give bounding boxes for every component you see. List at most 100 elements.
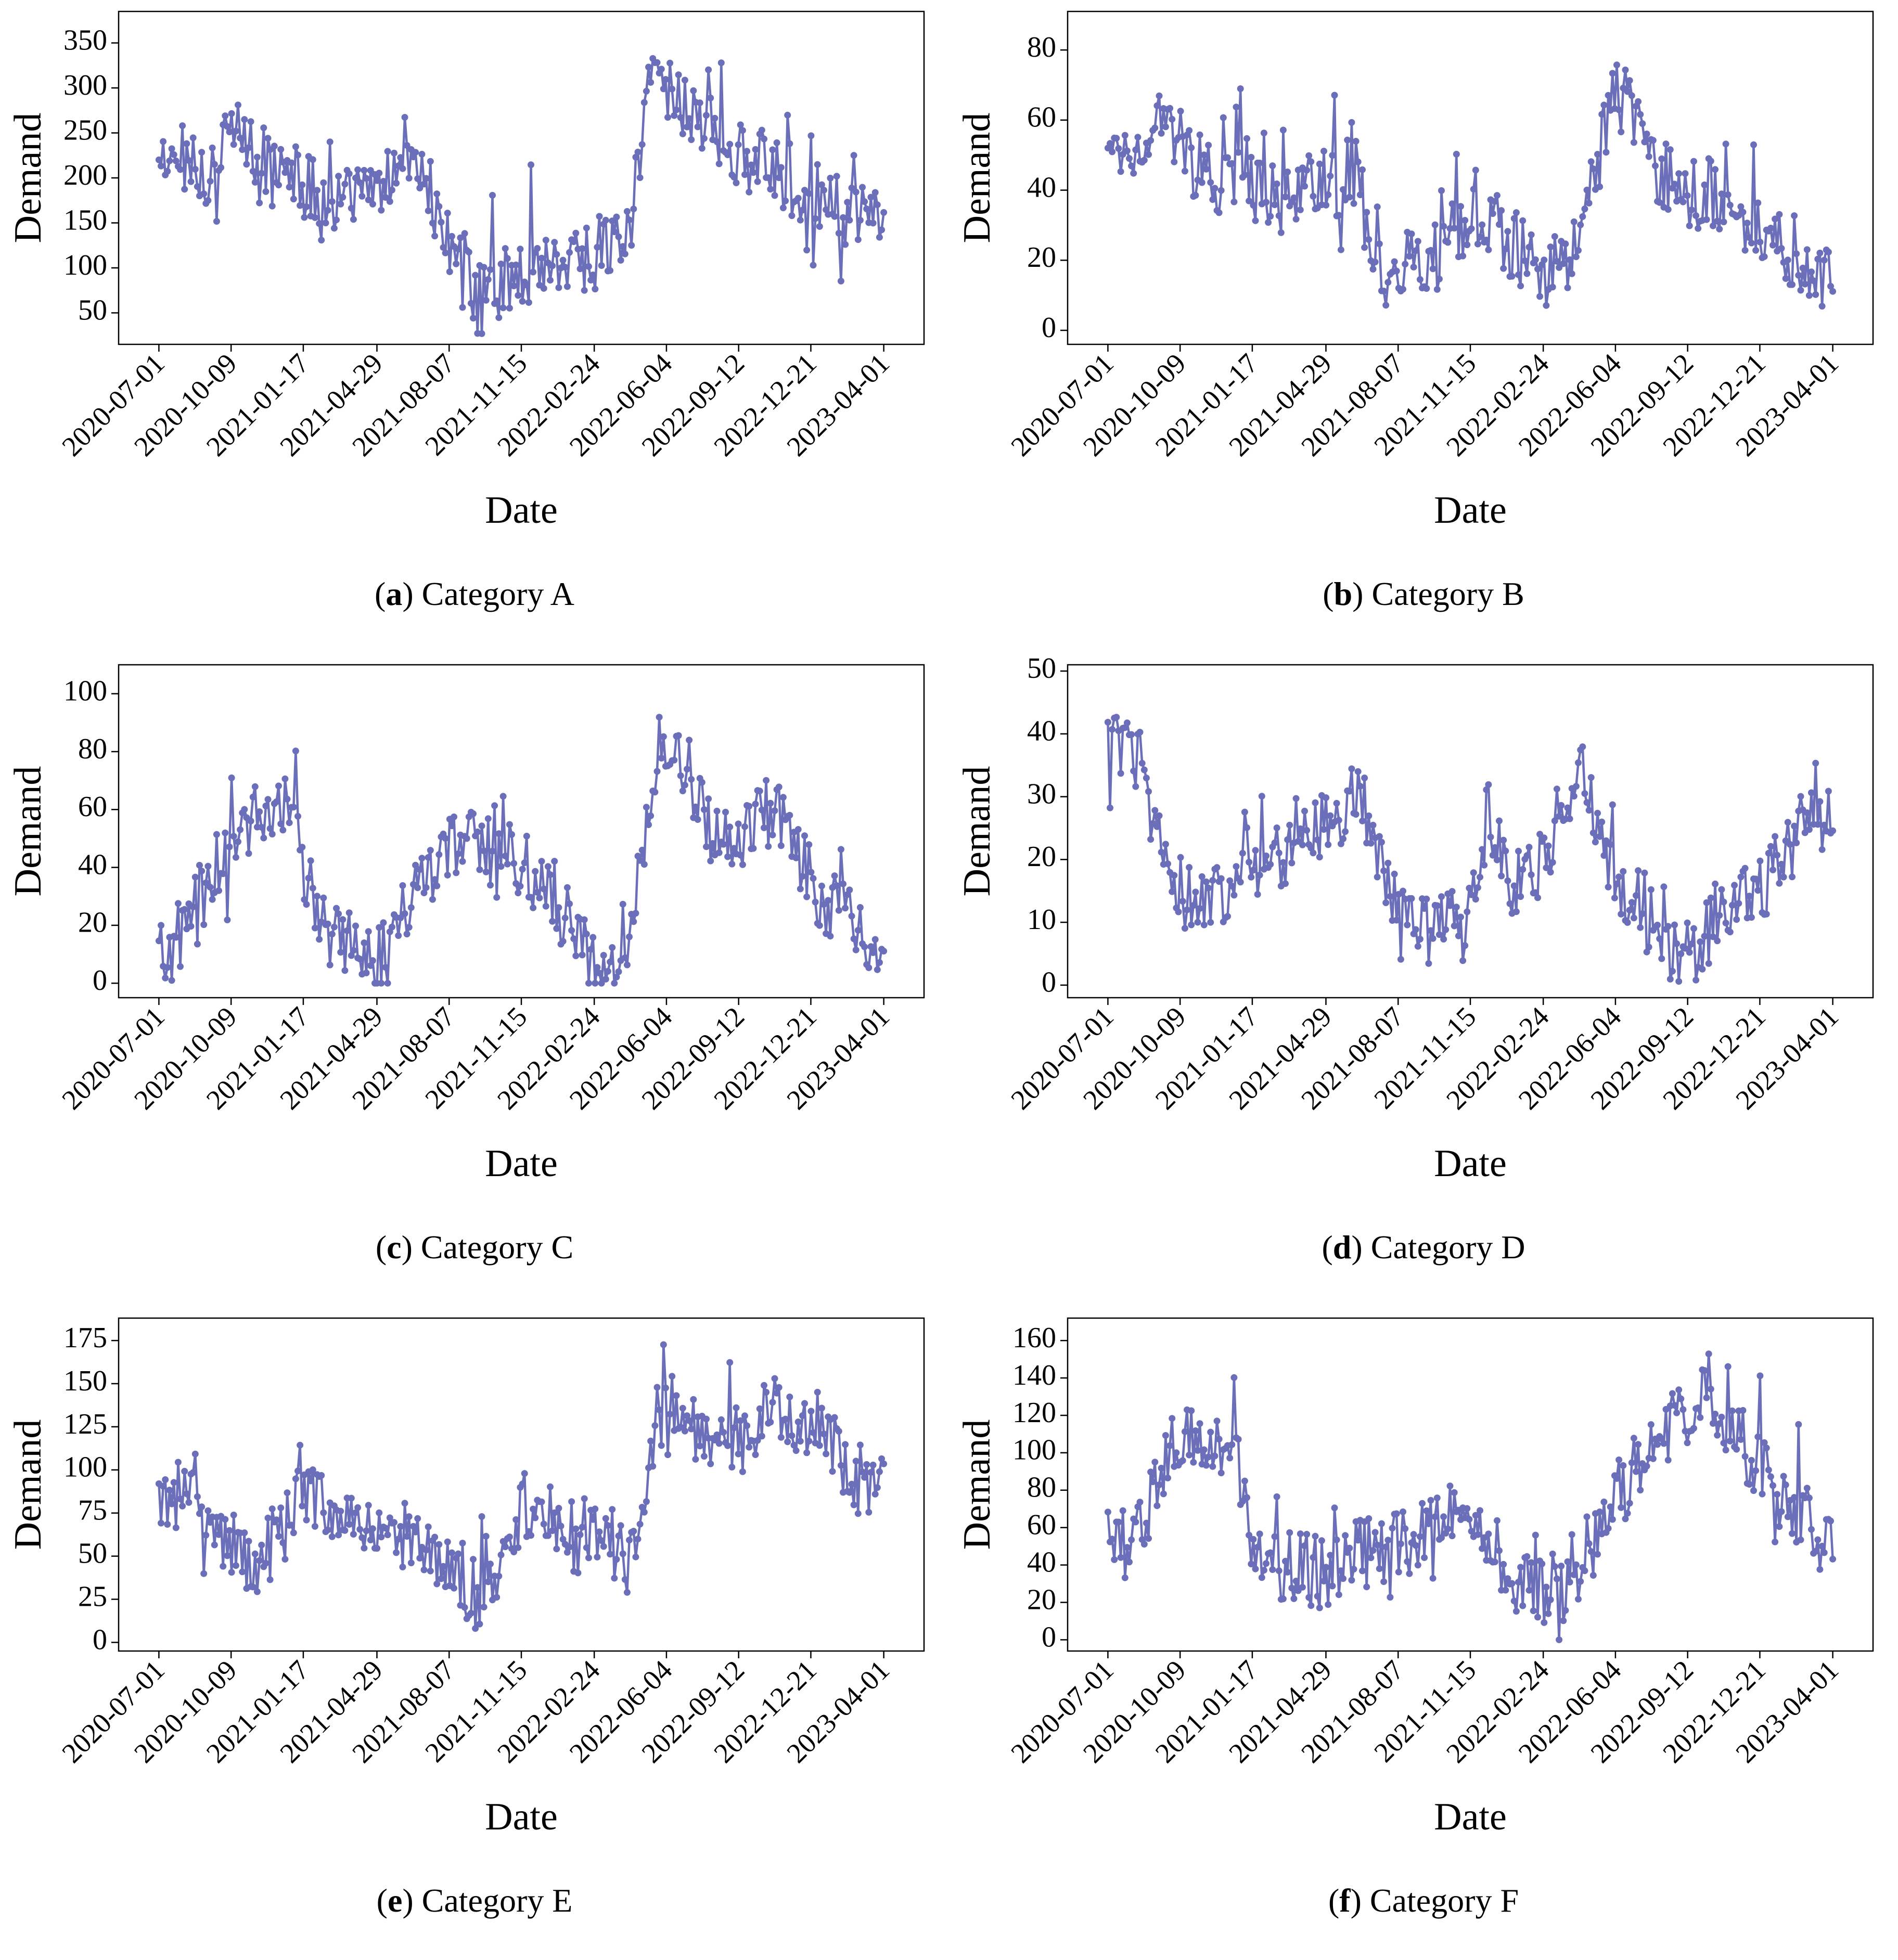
caption-paren-open: ( (375, 575, 386, 612)
series-point (786, 1394, 793, 1400)
series-point (318, 1472, 325, 1479)
series-point (671, 112, 678, 119)
series-point (831, 213, 838, 220)
series-point (1803, 809, 1811, 816)
caption-text: Category A (421, 575, 574, 612)
series-point (1589, 165, 1597, 172)
series-point (1175, 908, 1182, 915)
series-point (530, 1505, 537, 1513)
series-point (1400, 1508, 1406, 1515)
series-point (1427, 1497, 1434, 1504)
series-point (187, 178, 195, 185)
series-point (1318, 1537, 1325, 1544)
series-point (1273, 1493, 1280, 1500)
series-point (262, 1559, 270, 1567)
caption-paren-close: ) (401, 1229, 421, 1266)
y-tick-label: 200 (63, 159, 107, 191)
series-point (1254, 1543, 1261, 1551)
series-point (1416, 276, 1424, 283)
series-point (179, 1502, 186, 1510)
series-point (177, 166, 184, 173)
series-point (1387, 1594, 1394, 1601)
series-point (1132, 146, 1139, 153)
series-point (831, 1414, 838, 1421)
series-point (211, 161, 218, 168)
series-point (1624, 919, 1631, 926)
series-point (1156, 812, 1163, 819)
series-point (275, 182, 282, 189)
series-point (707, 1460, 714, 1467)
series-point (1416, 935, 1424, 943)
series-point (1209, 196, 1216, 203)
series-point (1258, 1574, 1265, 1581)
series-point (1743, 220, 1751, 227)
series-point (1543, 864, 1550, 871)
series-point (696, 1442, 703, 1450)
series-point (530, 904, 537, 911)
y-tick-label: 0 (1042, 312, 1056, 344)
series-point (1812, 759, 1819, 767)
series-point (1820, 1549, 1828, 1556)
series-point (264, 1514, 272, 1521)
series-point (1547, 243, 1554, 251)
series-point (583, 1544, 590, 1551)
series-point (177, 963, 184, 970)
series-point (1224, 154, 1231, 161)
series-point (474, 828, 481, 835)
series-point (669, 85, 676, 93)
series-point (1126, 155, 1133, 162)
series-point (461, 1604, 468, 1611)
series-point (348, 204, 355, 212)
series-point (172, 934, 179, 941)
series-point (1186, 1451, 1193, 1459)
series-point (1119, 1507, 1126, 1514)
series-point (589, 934, 597, 941)
series-point (249, 793, 257, 801)
series-point (1369, 821, 1377, 829)
series-point (1301, 807, 1308, 815)
series-point (506, 1533, 513, 1541)
series-point (794, 826, 802, 833)
series-point (1233, 863, 1240, 870)
series-point (615, 968, 622, 975)
series-point (1673, 1409, 1681, 1416)
series-point (164, 167, 171, 175)
series-point (677, 772, 684, 779)
series-point (1188, 144, 1195, 151)
series-point (724, 1442, 732, 1449)
series-point (166, 1487, 173, 1494)
series-point (1763, 1445, 1770, 1452)
series-point (1720, 1439, 1727, 1447)
series-point (472, 272, 479, 279)
y-tick-label: 40 (1027, 1546, 1056, 1578)
series-point (1217, 875, 1225, 882)
series-point (1380, 288, 1388, 294)
series-point (1577, 1578, 1584, 1585)
series-point (589, 272, 597, 278)
series-point (170, 151, 177, 158)
series-point (1200, 1446, 1208, 1453)
series-point (1190, 1459, 1197, 1466)
series-point (861, 198, 868, 205)
series-point (376, 1509, 383, 1516)
series-point (1374, 873, 1381, 881)
series-point (1433, 902, 1441, 909)
series-point (273, 1516, 280, 1524)
series-point (330, 225, 338, 232)
series-point (1412, 1542, 1419, 1549)
series-point (1523, 1553, 1531, 1560)
series-point (1128, 1536, 1135, 1543)
series-point (1374, 203, 1381, 211)
y-tick-label: 60 (1027, 1509, 1056, 1541)
series-point (660, 85, 667, 93)
series-point (818, 181, 825, 188)
series-point (354, 166, 362, 173)
series-point (172, 1524, 179, 1531)
series-point (1320, 826, 1327, 833)
series-point (1594, 809, 1601, 817)
series-point (1323, 1564, 1330, 1571)
series-point (1305, 1594, 1313, 1601)
series-point (805, 1437, 813, 1445)
panel-caption: (f) Category F (981, 1881, 1866, 1920)
series-point (1414, 943, 1421, 950)
